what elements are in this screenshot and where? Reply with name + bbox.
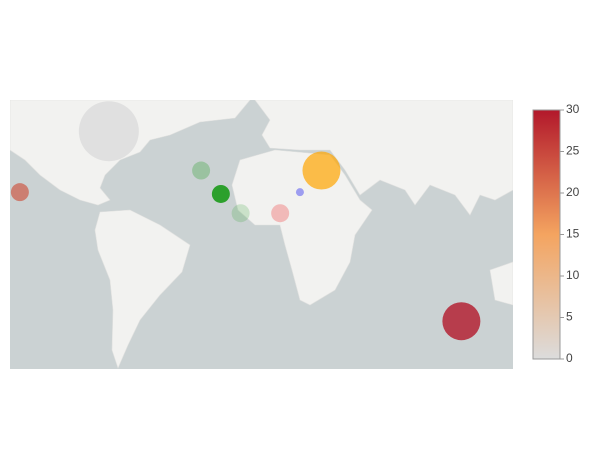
colorbar-tick-label: 20: [566, 185, 580, 199]
bubble: [78, 101, 139, 162]
bubble: [271, 204, 290, 223]
north-america: [10, 100, 251, 206]
africa: [231, 149, 373, 306]
australia: [489, 261, 513, 306]
colorbar: [532, 109, 561, 360]
bubble: [442, 302, 481, 341]
basemap: [10, 100, 513, 369]
bubble: [295, 188, 304, 197]
bubble: [10, 183, 29, 202]
colorbar-tick-label: 5: [566, 310, 573, 324]
colorbar-tick-label: 0: [566, 351, 573, 365]
colorbar-tick-label: 25: [566, 144, 580, 158]
colorbar-tick-label: 10: [566, 268, 580, 282]
bubble: [231, 204, 250, 223]
eurasia: [254, 100, 513, 216]
south-america: [94, 209, 191, 369]
bubble: [302, 151, 341, 190]
colorbar-tick-label: 15: [566, 227, 580, 241]
bubble: [211, 184, 230, 203]
bubble: [192, 161, 211, 180]
colorbar-tick-label: 30: [566, 102, 580, 116]
